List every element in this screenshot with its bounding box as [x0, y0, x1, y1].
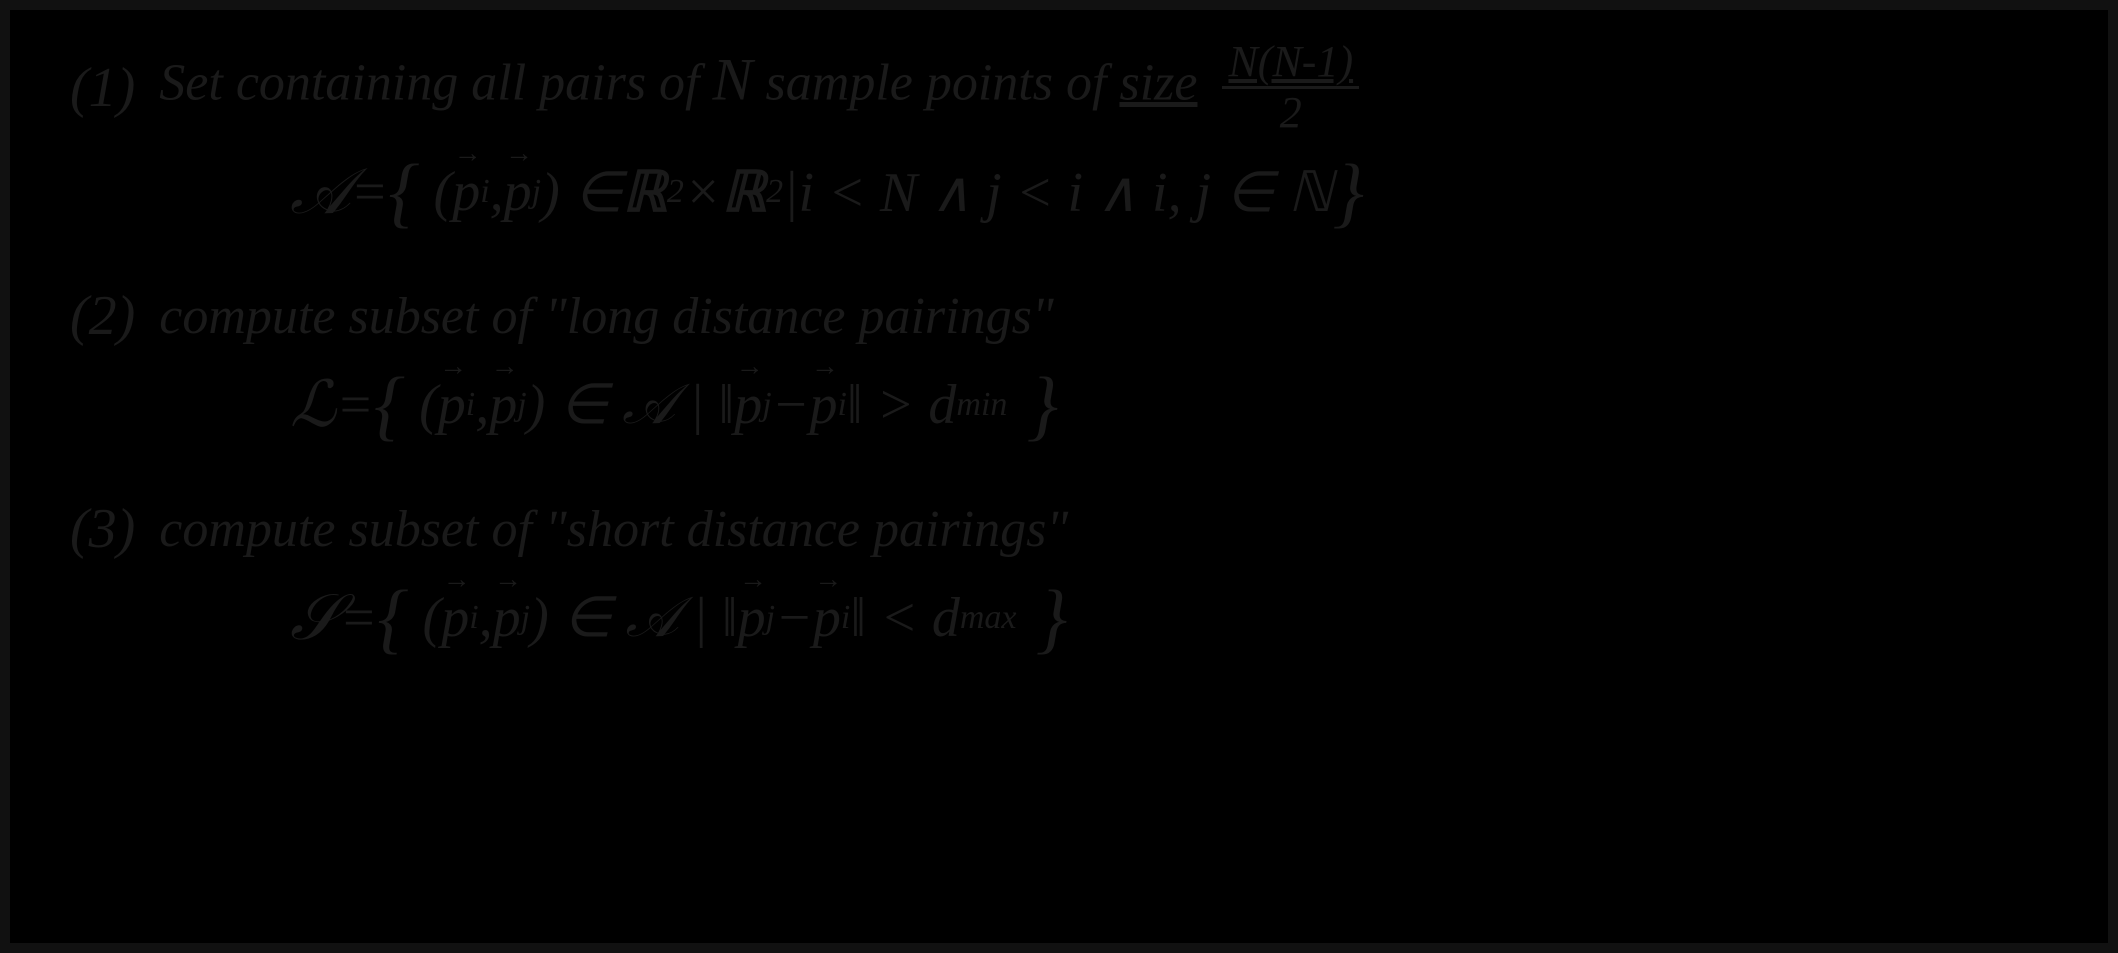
item-1-desc: Set containing all pairs of N sample poi…	[159, 40, 1359, 135]
f2-close-paren: ) ∈ 𝒜 | ‖	[527, 372, 735, 438]
f1-R1-sup: 2	[667, 173, 684, 211]
f1-p2-sub: j	[532, 173, 541, 211]
f2-paren-open: (	[405, 373, 438, 437]
item-3-heading: (3) compute subset of "short distance pa…	[70, 497, 2068, 561]
f3-minus: −	[775, 586, 813, 650]
f2-q2: p	[809, 373, 837, 437]
f3-norm-close: ‖ < d	[850, 586, 960, 650]
f2-p2-sub: j	[517, 386, 526, 424]
item-3-number: (3)	[70, 497, 135, 561]
item-1-frac: N(N-1) 2	[1222, 40, 1359, 135]
f2-p2: p	[489, 373, 517, 437]
item-3-formula: 𝒮 = { ( p i , p j ) ∈ 𝒜 | ‖ p j − p i ‖ …	[70, 581, 2068, 655]
f3-q1-sub: j	[766, 599, 775, 637]
f1-R2: ℝ	[722, 160, 766, 225]
f1-bar: |	[783, 160, 798, 224]
f1-p1: p	[452, 160, 480, 224]
f3-eq: =	[340, 586, 378, 650]
item-1-formula: 𝒜 = { { ( ( p i , p j ) ∈ ℝ 2 × ℝ 2 | i …	[70, 155, 2068, 229]
f2-p1-sub: i	[466, 386, 475, 424]
f1-p1-sub: i	[480, 173, 489, 211]
item-1-heading: (1) Set containing all pairs of N sample…	[70, 40, 2068, 135]
f3-q1: p	[738, 586, 766, 650]
f1-p2: p	[504, 160, 532, 224]
f1-cond: i < N ∧ j < i ∧ i, j ∈ ℕ	[798, 160, 1332, 225]
item-2-desc: compute subset of "long distance pairing…	[159, 287, 1053, 346]
item-1-size-word: size	[1119, 54, 1197, 111]
f1-times: ×	[684, 160, 722, 224]
f2-eq: =	[336, 373, 374, 437]
f1-R2-sup: 2	[766, 173, 783, 211]
f1-eq: =	[351, 160, 389, 224]
f1-lhs: 𝒜	[290, 155, 351, 229]
item-1-N: N	[713, 46, 753, 112]
f2-lhs: ℒ	[290, 368, 336, 442]
f1-paren-open: (	[420, 160, 453, 224]
item-2-formula: ℒ = { ( p i , p j ) ∈ 𝒜 | ‖ p j − p i ‖ …	[70, 368, 2068, 442]
item-1-desc-mid: sample points of	[766, 54, 1120, 111]
f3-paren-open: (	[409, 586, 442, 650]
item-2-number: (2)	[70, 284, 135, 348]
f3-p1-sub: i	[469, 599, 478, 637]
f3-d-sub: max	[960, 599, 1017, 637]
f3-p2: p	[493, 586, 521, 650]
f2-q1: p	[734, 373, 762, 437]
item-3-desc: compute subset of "short distance pairin…	[159, 500, 1068, 559]
f3-p2-sub: j	[521, 599, 530, 637]
f2-d-sub: min	[956, 386, 1007, 424]
item-1-desc-pre: Set containing all pairs of	[159, 54, 712, 111]
f1-close-paren: ) ∈	[541, 160, 622, 225]
item-1-frac-top: N(N-1)	[1222, 40, 1359, 89]
f3-q2-sub: i	[841, 599, 850, 637]
f1-R1: ℝ	[623, 160, 667, 225]
f2-minus: −	[772, 373, 810, 437]
f3-close-paren: ) ∈ 𝒜 | ‖	[530, 585, 738, 651]
item-1-frac-bot: 2	[1280, 89, 1302, 135]
f2-p1: p	[438, 373, 466, 437]
f3-q2: p	[813, 586, 841, 650]
f2-comma: ,	[475, 373, 489, 437]
f3-lhs: 𝒮	[290, 581, 340, 655]
f1-comma: ,	[490, 160, 504, 224]
f2-norm-close: ‖ > d	[847, 373, 957, 437]
f3-comma: ,	[479, 586, 493, 650]
f2-q1-sub: j	[762, 386, 771, 424]
f2-q2-sub: i	[837, 386, 846, 424]
item-1-number: (1)	[70, 56, 135, 120]
item-2-heading: (2) compute subset of "long distance pai…	[70, 284, 2068, 348]
f3-p1: p	[441, 586, 469, 650]
